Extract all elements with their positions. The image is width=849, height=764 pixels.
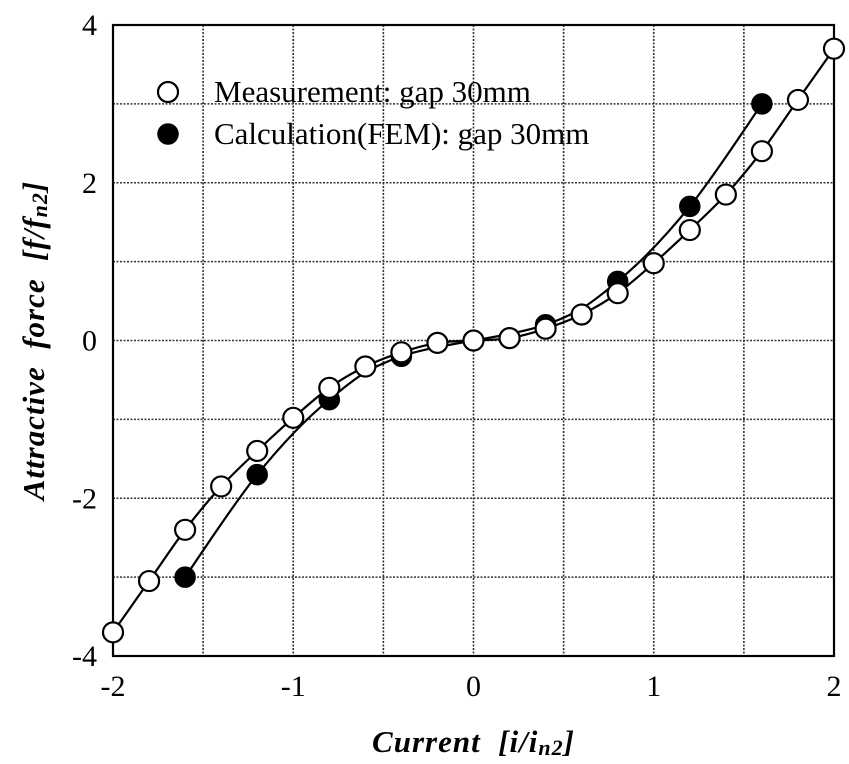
x-axis-title-main: Current [i/i [372,724,538,759]
grid-lines [113,25,834,656]
measurement-point [714,183,737,206]
measurement-point [678,218,701,242]
calculation-point [751,93,773,115]
x-axis-title: Current [i/in2] [372,724,575,760]
measurement-point [210,475,233,498]
data-markers [101,37,846,644]
measurement-point [390,341,413,364]
measurement-point [246,439,269,463]
measurement-point [318,376,341,399]
x-tick-label: 2 [827,670,842,703]
measurement-point [642,252,665,275]
y-tick-label: 4 [82,9,97,42]
legend: Measurement: gap 30mm Calculation(FEM): … [156,74,589,151]
plot-frame [111,23,836,658]
measurement-point [534,317,557,340]
x-axis-title-subscript: n2 [538,735,563,760]
measurement-point [498,327,521,350]
x-axis-title-end: ] [562,724,575,759]
calculation-point [679,195,701,218]
measurement-point [462,329,485,352]
measurement-point [822,37,846,60]
legend-filled-circle-icon [157,123,179,145]
measurement-point [750,140,774,163]
legend-open-circle-icon [156,80,180,104]
legend-label-measurement: Measurement: gap 30mm [214,74,531,109]
y-axis-title-end: ] [16,181,51,194]
measurement-point [606,282,629,305]
y-tick-label: 2 [82,167,97,200]
x-tick-label: 0 [466,670,481,703]
measurement-point [174,518,197,541]
measurement-point [282,406,305,429]
y-axis-title-subscript: n2 [27,192,52,217]
y-axis-title: Attractive force [f/fn2] [16,181,52,503]
y-tick-label: -4 [72,640,97,673]
y-axis-title-main: Attractive force [f/f [16,216,51,503]
measurement-point [354,355,377,378]
measurement-point [137,569,161,593]
y-tick-label: 0 [82,325,97,358]
legend-label-calculation: Calculation(FEM): gap 30mm [214,116,589,151]
measurement-point [786,88,810,112]
measurement-point [426,331,449,354]
x-tick-label: -1 [281,670,306,703]
measurement-point [101,621,125,644]
measurement-point [570,303,593,326]
x-tick-label: 1 [646,670,661,703]
calculation-point [246,463,268,486]
calculation-point [174,566,196,588]
y-tick-label: -2 [72,482,97,515]
x-tick-label: -2 [101,670,126,703]
